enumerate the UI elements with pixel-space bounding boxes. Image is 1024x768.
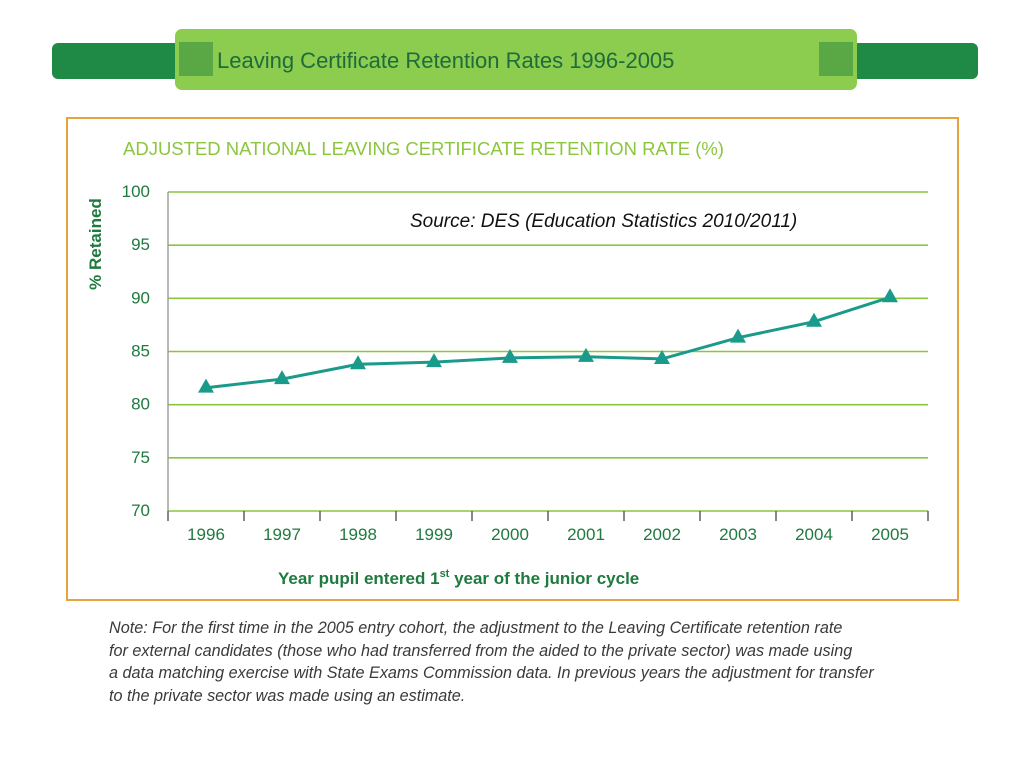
data-point-1999 xyxy=(426,353,442,368)
note-line: for external candidates (those who had t… xyxy=(109,641,853,660)
note-line: Note: For the first time in the 2005 ent… xyxy=(109,619,843,637)
y-tick-label: 100 xyxy=(122,182,150,201)
line-chart: ADJUSTED NATIONAL LEAVING CERTIFICATE RE… xyxy=(86,138,929,588)
chart-title: ADJUSTED NATIONAL LEAVING CERTIFICATE RE… xyxy=(123,138,724,159)
y-tick-label: 85 xyxy=(131,342,150,361)
x-tick-label: 2001 xyxy=(567,525,605,544)
data-point-2005 xyxy=(882,288,898,303)
y-axis-label: % Retained xyxy=(86,198,105,290)
data-point-1996 xyxy=(198,378,214,393)
x-tick-label: 2000 xyxy=(491,525,529,544)
y-tick-label: 70 xyxy=(131,501,150,520)
banner-square-right xyxy=(819,42,853,76)
x-tick-label: 1999 xyxy=(415,525,453,544)
note-line: to the private sector was made using an … xyxy=(109,686,466,705)
slide-title: Leaving Certificate Retention Rates 1996… xyxy=(217,48,675,73)
y-tick-label: 95 xyxy=(131,235,150,254)
banner-square-left xyxy=(179,42,213,76)
data-point-1997 xyxy=(274,370,290,385)
data-point-2003 xyxy=(730,328,746,343)
data-point-2004 xyxy=(806,312,822,327)
series-line xyxy=(205,295,891,390)
data-point-2002 xyxy=(654,349,670,364)
y-tick-label: 90 xyxy=(131,288,150,307)
title-banner: Leaving Certificate Retention Rates 1996… xyxy=(175,29,857,90)
footnote: Note: For the first time in the 2005 ent… xyxy=(109,617,989,707)
x-tick-label: 2002 xyxy=(643,525,681,544)
source-note: Source: DES (Education Statistics 2010/2… xyxy=(410,211,797,232)
chart-frame: ADJUSTED NATIONAL LEAVING CERTIFICATE RE… xyxy=(66,117,959,601)
x-tick-label: 2005 xyxy=(871,525,909,544)
data-point-2000 xyxy=(502,348,518,363)
y-tick-label: 75 xyxy=(131,448,150,467)
data-point-1998 xyxy=(350,355,366,370)
x-tick-label: 1998 xyxy=(339,525,377,544)
x-axis-label: Year pupil entered 1st year of the junio… xyxy=(278,568,639,588)
data-point-2001 xyxy=(578,347,594,362)
x-tick-label: 2003 xyxy=(719,525,757,544)
x-tick-label: 1996 xyxy=(187,525,225,544)
note-line: a data matching exercise with State Exam… xyxy=(109,664,874,682)
x-tick-label: 1997 xyxy=(263,525,301,544)
x-tick-label: 2004 xyxy=(795,525,833,544)
y-tick-label: 80 xyxy=(131,395,150,414)
